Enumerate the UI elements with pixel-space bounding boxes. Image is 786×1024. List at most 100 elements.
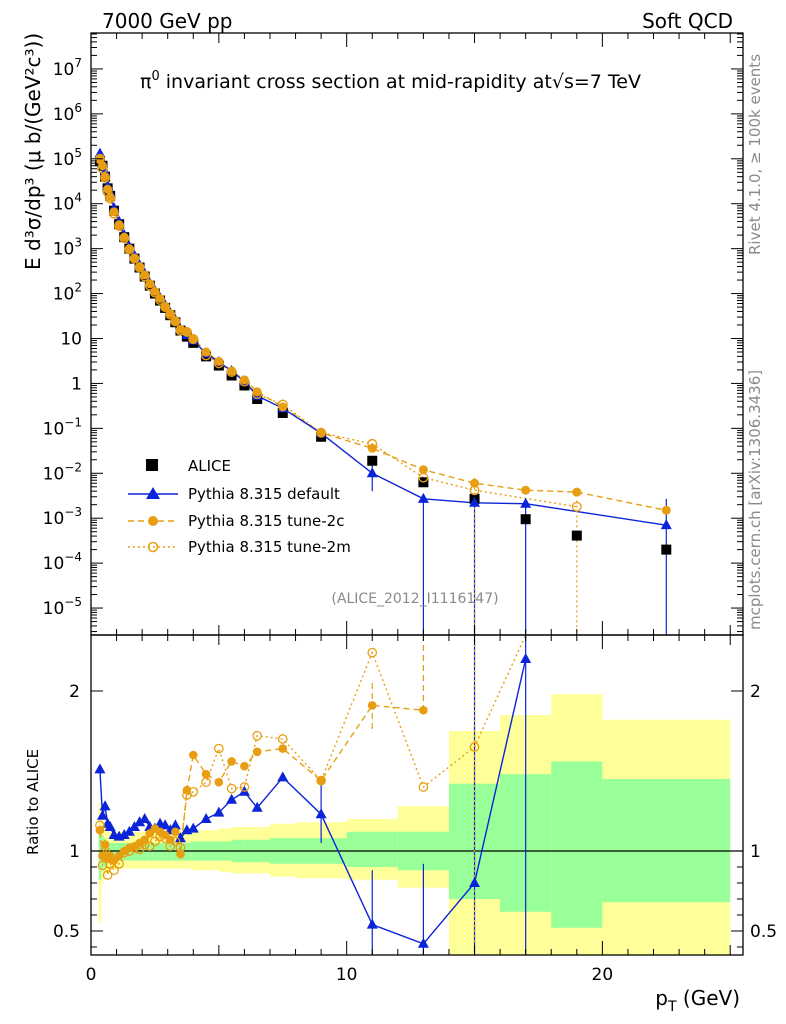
ratio-point-default — [134, 816, 146, 827]
point-tune2c — [129, 253, 139, 263]
point-alice — [367, 455, 378, 466]
point-tune2m — [571, 501, 582, 512]
point-tune2m — [149, 287, 160, 298]
ratio-point-default — [118, 829, 130, 839]
ratio-point-tune2m — [213, 743, 224, 754]
point-alice — [520, 514, 531, 525]
ratio-point-tune2m — [109, 865, 119, 876]
band-green — [162, 843, 168, 861]
ratio-point-default — [174, 832, 186, 843]
point-tune2m — [129, 253, 140, 264]
ratio-point-default — [520, 653, 532, 663]
legend: ALICE Pythia 8.315 default Pythia 8.315 … — [128, 457, 351, 556]
ratio-point-tune2m — [469, 742, 480, 752]
legend-label-default: Pythia 8.315 default — [188, 485, 340, 503]
point-default — [366, 467, 378, 478]
ratio-point-default — [94, 763, 106, 774]
ratio-point-tune2m — [134, 844, 145, 855]
ratio-point-default — [469, 877, 481, 887]
band-green — [137, 843, 143, 861]
x-tick-label: 10 — [336, 965, 358, 985]
point-tune2m — [367, 438, 378, 449]
point-tune2m — [134, 262, 145, 273]
ratio-axis-label: Ratio to ALICE — [24, 749, 42, 855]
ratio-point-tune2c — [367, 701, 377, 710]
band-green — [602, 779, 731, 903]
point-tune2m — [469, 485, 480, 496]
point-tune2c — [470, 478, 480, 488]
point-tune2m — [109, 208, 120, 219]
main-panel-series — [94, 147, 672, 635]
band-green — [111, 843, 117, 861]
band-green — [152, 843, 158, 861]
ratio-point-tune2c — [419, 705, 428, 715]
point-default — [469, 496, 481, 507]
band-green — [172, 843, 178, 861]
ratio-point-default — [315, 808, 327, 819]
point-tune2m — [155, 294, 166, 305]
point-tune2c — [572, 487, 582, 497]
point-tune2c — [252, 387, 262, 397]
ratio-point-tune2c — [240, 761, 249, 771]
point-tune2m — [252, 389, 263, 400]
axes: 10−510−410−310−210−111010210310410510610… — [43, 32, 777, 985]
ratio-point-tune2m — [160, 833, 170, 844]
ratio-point-default — [251, 801, 263, 812]
ratio-point-tune2m — [170, 836, 181, 847]
point-tune2c — [188, 333, 198, 343]
plot-title: π0 invariant cross section at mid-rapidi… — [140, 69, 641, 93]
ratio-tick-label-left: 0.5 — [53, 922, 80, 942]
point-tune2c — [160, 301, 170, 311]
point-tune2m — [139, 271, 150, 282]
rivet-label: Rivet 4.1.0, ≥ 100k events — [746, 54, 764, 255]
ratio-point-default — [169, 819, 181, 830]
ratio-point-tune2m — [119, 847, 130, 858]
ratio-point-default — [277, 771, 289, 782]
header-left: 7000 GeV pp — [102, 9, 233, 33]
y-tick-label: 1 — [71, 374, 82, 394]
point-tune2m — [160, 302, 171, 313]
ratio-tick-label-right: 1 — [750, 842, 761, 862]
ratio-point-default — [159, 819, 171, 830]
ratio-point-tune2m — [367, 647, 378, 658]
point-tune2m — [170, 316, 181, 327]
ratio-point-tune2m — [252, 730, 263, 741]
point-alice — [277, 407, 288, 418]
point-tune2m — [418, 472, 429, 483]
ratio-point-default — [139, 813, 151, 823]
point-tune2c — [103, 184, 113, 194]
band-green — [183, 843, 191, 861]
ratio-point-tune2m — [114, 858, 124, 869]
y-axis-label: E d³σ/dp³ (μ b/(GeV²c³)) — [21, 33, 45, 270]
point-tune2m — [97, 163, 108, 174]
point-tune2c — [278, 402, 288, 412]
ratio-point-tune2c — [201, 769, 211, 779]
legend-marker-tune2c — [148, 516, 158, 526]
ratio-point-default — [213, 806, 225, 817]
legend-marker-tune2m — [147, 541, 159, 553]
y-tick-label: 10−1 — [43, 415, 82, 439]
band-green — [346, 831, 398, 867]
legend-label-alice: ALICE — [188, 457, 231, 475]
ratio-point-tune2m — [277, 734, 288, 744]
ratio-point-tune2m — [124, 846, 135, 856]
point-tune2m — [175, 325, 186, 336]
band-green — [167, 843, 173, 861]
ratio-point-tune2m — [201, 777, 211, 788]
point-tune2m — [105, 193, 116, 204]
ratio-point-tune2m — [165, 841, 176, 852]
y-tick-label: 102 — [53, 281, 82, 305]
mcplots-label: mcplots.cern.ch [arXiv:1306.3436] — [746, 370, 764, 630]
header-right: Soft QCD — [642, 9, 733, 33]
point-tune2m — [239, 376, 250, 387]
legend-marker-default — [146, 487, 160, 499]
point-tune2c — [201, 347, 211, 357]
ratio-point-tune2m — [226, 783, 237, 794]
ratio-point-tune2m — [144, 841, 155, 852]
point-tune2m — [165, 309, 176, 320]
ratio-point-tune2c — [188, 750, 198, 760]
ratio-point-default — [187, 822, 199, 833]
y-tick-label: 105 — [53, 146, 82, 170]
ratio-point-tune2m — [150, 836, 160, 847]
